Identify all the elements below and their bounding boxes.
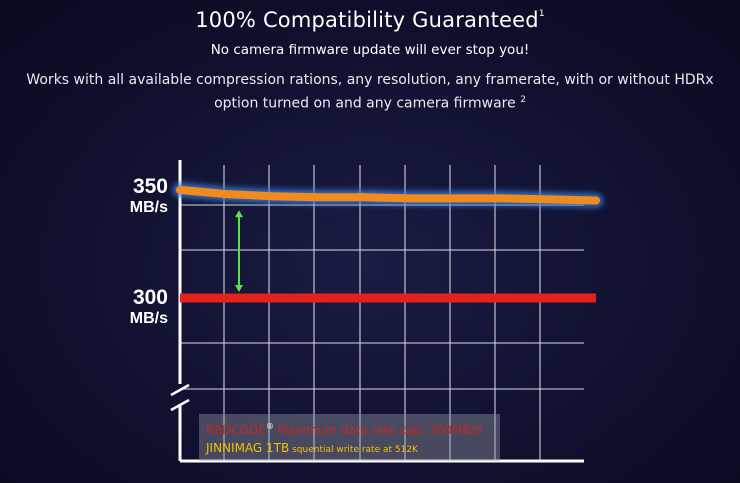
legend-jinnimag-desc: squential write rate at 512K — [289, 445, 418, 455]
legend-redcode-rest: Maximum data rate cap: 300MB/S — [273, 423, 483, 437]
y-tick-unit-300: MB/s — [129, 310, 168, 327]
description: Works with all available compression rat… — [20, 70, 720, 114]
legend-registered-mark: ® — [265, 422, 274, 431]
legend-jinnimag-rate: JINNIMAG 1TB squential write rate at 512… — [206, 441, 418, 455]
legend-redcode-label: REDCODE — [206, 423, 266, 437]
y-tick-unit-350: MB/s — [129, 199, 168, 216]
y-tick-label-300: 300 MB/s — [106, 287, 168, 329]
y-tick-value-350: 350 — [132, 175, 168, 198]
axis-break-mark — [170, 398, 190, 412]
difference-arrow-head-up — [235, 210, 243, 218]
chart-legend: REDCODE® Maximum data rate cap: 300MB/S … — [199, 414, 500, 461]
difference-arrow-head-down — [235, 285, 243, 292]
page-title: 100% Compatibility Guaranteed1 — [0, 8, 740, 32]
description-footnote: 2 — [520, 95, 526, 105]
axis-break-mark — [170, 383, 190, 397]
title-text: 100% Compatibility Guaranteed — [195, 8, 539, 32]
title-footnote: 1 — [538, 9, 545, 19]
series-line-jinnimag — [176, 185, 600, 205]
chart-marks — [173, 182, 603, 303]
page-subtitle: No camera firmware update will ever stop… — [210, 42, 530, 58]
chart-axes — [170, 160, 584, 463]
description-text: Works with all available compression rat… — [26, 72, 714, 112]
y-tick-value-300: 300 — [132, 286, 168, 309]
legend-redcode-cap: REDCODE® Maximum data rate cap: 300MB/S — [206, 422, 482, 437]
legend-jinnimag-label: JINNIMAG 1TB — [206, 441, 290, 455]
y-tick-label-350: 350 MB/s — [106, 176, 168, 218]
